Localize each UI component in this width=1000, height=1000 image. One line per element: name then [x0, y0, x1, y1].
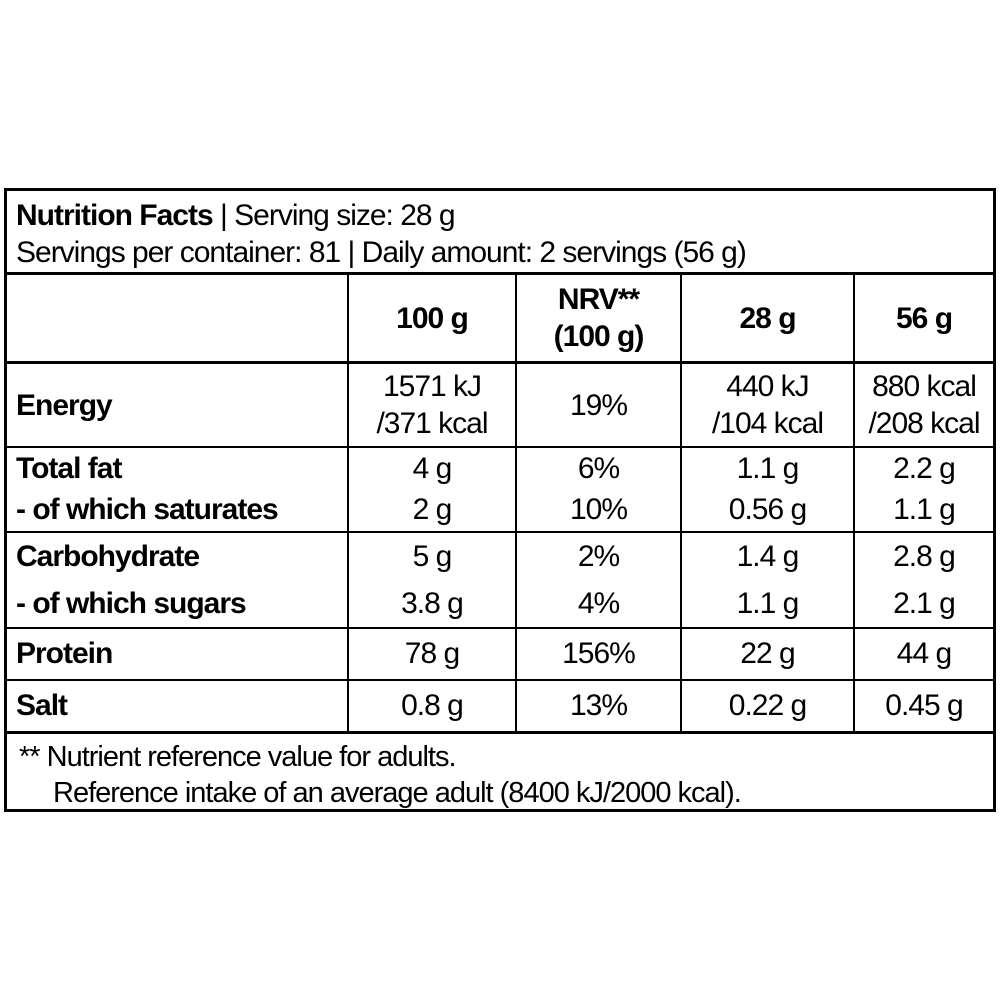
column-header-row: 100 g NRV** (100 g) 28 g 56 g	[7, 272, 993, 361]
value-line: 4%	[577, 586, 620, 620]
value-line: 5 g	[412, 539, 453, 573]
table-footnote: ** Nutrient reference value for adults. …	[7, 731, 993, 809]
value-line: 0.45 g	[885, 689, 963, 722]
row-label-carbohydrate: Carbohydrate	[16, 539, 200, 573]
column-label: 100 g	[396, 301, 469, 335]
row-label-energy: Energy	[16, 388, 113, 422]
carbohydrate-labels: Carbohydrate - of which sugars	[7, 533, 347, 627]
value-line: /371 kcal	[376, 407, 488, 440]
value-line: 1.4 g	[736, 539, 800, 573]
value-line: /104 kcal	[711, 407, 824, 440]
value-line: 2.2 g	[893, 451, 956, 485]
value-line: 0.56 g	[728, 493, 807, 527]
column-header-100g: 100 g	[347, 275, 515, 361]
salt-per-28g: 0.22 g	[680, 681, 853, 731]
carbohydrate-per-28g: 1.4 g 1.1 g	[680, 533, 853, 627]
protein-per-28g: 22 g	[680, 629, 853, 679]
energy-per-56g: 880 kcal/208 kcal	[853, 364, 993, 446]
header-line-serving-size: Nutrition Facts | Serving size: 28 g	[16, 197, 993, 234]
value-line: 44 g	[896, 637, 952, 670]
value-line: 3.8 g	[401, 586, 464, 620]
salt-per-100g: 0.8 g	[347, 681, 515, 731]
value-line: 2%	[577, 539, 620, 573]
protein-nrv: 156%	[515, 629, 680, 679]
footnote-line-1: ** Nutrient reference value for adults.	[19, 741, 457, 773]
row-salt: Salt 0.8 g 13% 0.22 g 0.45 g	[7, 679, 993, 731]
column-label: 28 g	[739, 301, 796, 335]
value-line: 440 kJ	[726, 370, 809, 403]
energy-per-28g: 440 kJ/104 kcal	[680, 364, 853, 446]
value-line: 1.1 g	[736, 586, 800, 620]
row-label-sugars: - of which sugars	[16, 586, 247, 620]
column-label: 56 g	[895, 301, 953, 335]
carbohydrate-per-100g: 5 g 3.8 g	[347, 533, 515, 627]
value-line: 156%	[562, 637, 636, 670]
energy-nrv: 19%	[515, 364, 680, 446]
protein-per-56g: 44 g	[853, 629, 993, 679]
row-label-total-fat: Total fat	[16, 451, 122, 485]
nutrition-facts-title: Nutrition Facts	[16, 199, 214, 232]
energy-per-100g: 1571 kJ/371 kcal	[347, 364, 515, 446]
row-label-salt: Salt	[16, 689, 68, 722]
value-line: 4 g	[412, 451, 453, 485]
value-line: 13%	[569, 689, 628, 722]
value-line: /208 kcal	[868, 407, 980, 440]
value-line: 880 kcal	[872, 370, 977, 403]
section-carbohydrate: Carbohydrate - of which sugars 5 g 3.8 g 2…	[7, 531, 993, 627]
value-line: 0.22 g	[728, 689, 807, 722]
row-energy: Energy 1571 kJ/371 kcal 19% 440 kJ/104 k…	[7, 361, 993, 446]
row-label-saturates: - of which saturates	[16, 493, 279, 527]
value-line: 6%	[577, 451, 620, 485]
value-line: 2.1 g	[893, 586, 956, 620]
value-line: 0.8 g	[401, 689, 464, 722]
fat-per-56g: 2.2 g 1.1 g	[853, 448, 993, 531]
nutrition-facts-table: Nutrition Facts | Serving size: 28 g Ser…	[4, 188, 996, 812]
value-line: 19%	[569, 388, 628, 422]
value-line: 2.8 g	[893, 539, 956, 573]
footnote-line-2: Reference intake of an average adult (84…	[53, 777, 742, 809]
protein-per-100g: 78 g	[347, 629, 515, 679]
row-label-protein: Protein	[16, 637, 113, 670]
value-line: 1.1 g	[736, 451, 800, 485]
salt-nrv: 13%	[515, 681, 680, 731]
servings-per-container-text: Servings per container: 81 | Daily amoun…	[16, 236, 747, 269]
carbohydrate-per-56g: 2.8 g 2.1 g	[853, 533, 993, 627]
value-line: 22 g	[740, 637, 795, 670]
fat-labels: Total fat - of which saturates	[7, 448, 347, 531]
value-line: 1.1 g	[893, 493, 956, 527]
column-header-nrv: NRV** (100 g)	[515, 275, 680, 361]
serving-size-text: | Serving size: 28 g	[212, 199, 456, 232]
column-header-56g: 56 g	[853, 275, 993, 361]
fat-nrv: 6% 10%	[515, 448, 680, 531]
column-header-empty	[7, 275, 347, 361]
value-line: 2 g	[412, 493, 453, 527]
salt-per-56g: 0.45 g	[853, 681, 993, 731]
fat-per-28g: 1.1 g 0.56 g	[680, 448, 853, 531]
column-header-28g: 28 g	[680, 275, 853, 361]
column-label: NRV**	[557, 283, 640, 316]
row-protein: Protein 78 g 156% 22 g 44 g	[7, 627, 993, 679]
value-line: 10%	[569, 493, 628, 527]
column-label: (100 g)	[553, 320, 645, 353]
carbohydrate-nrv: 2% 4%	[515, 533, 680, 627]
value-line: 78 g	[404, 637, 460, 670]
table-header: Nutrition Facts | Serving size: 28 g Ser…	[7, 191, 993, 272]
value-line: 1571 kJ	[382, 370, 482, 403]
